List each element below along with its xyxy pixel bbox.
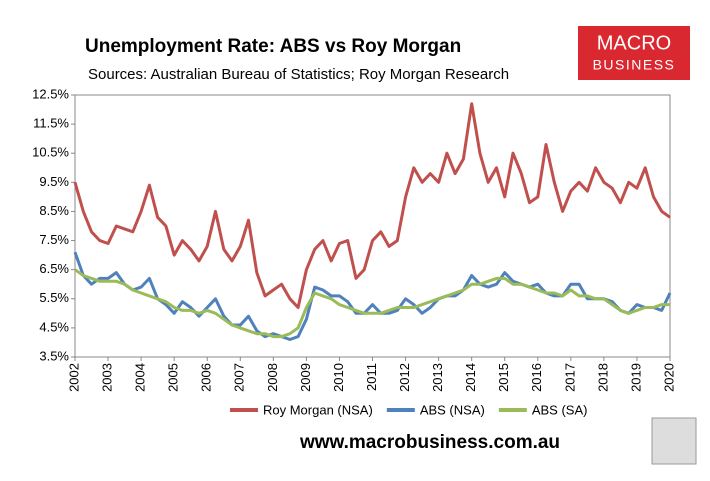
x-tick-label: 2003 (99, 363, 114, 392)
footer: www.macrobusiness.com.au (299, 432, 560, 453)
series-line (73, 102, 671, 309)
y-tick-label: 11.5% (33, 116, 69, 131)
y-tick-label: 6.5% (39, 261, 69, 276)
logo (578, 26, 690, 80)
series-line (74, 268, 670, 339)
logo-icon (651, 417, 697, 465)
x-tick-label: 2018 (595, 363, 610, 392)
chart-title: Unemployment Rate: ABS vs Roy Morgan (85, 36, 461, 57)
x-tick-label: 2017 (562, 363, 577, 392)
legend-label: ABS (NSA) (420, 402, 485, 417)
y-tick-label: 9.5% (39, 174, 69, 189)
y-tick-label: 7.5% (39, 232, 69, 247)
legend-label: ABS (SA) (532, 402, 588, 417)
legend-label: Roy Morgan (NSA) (263, 402, 373, 417)
x-tick-label: 2014 (463, 363, 478, 392)
x-tick-label: 2006 (199, 363, 214, 392)
logo-text: BUSINESS (593, 57, 676, 73)
x-tick-label: 2010 (331, 363, 346, 392)
x-tick-label: 2016 (529, 363, 544, 392)
x-tick-label: 2002 (66, 363, 81, 392)
x-tick-label: 2009 (298, 363, 313, 392)
x-tick-label: 2011 (364, 363, 379, 391)
y-tick-label: 8.5% (39, 203, 69, 218)
x-tick-label: 2005 (166, 363, 181, 392)
logo-text: MACRO (597, 32, 671, 54)
x-tick-label: 2012 (397, 363, 412, 392)
y-tick-label: 5.5% (39, 290, 69, 305)
y-tick-label: 12.5% (32, 86, 69, 101)
x-tick-label: 2013 (430, 363, 445, 392)
x-tick-label: 2015 (496, 363, 511, 392)
x-tick-label: 2004 (133, 363, 148, 392)
chart-subtitle: Sources: Australian Bureau of Statistics… (88, 66, 509, 83)
series-line (73, 251, 672, 341)
x-tick-label: 2020 (661, 363, 676, 392)
y-tick-label: 4.5% (39, 319, 69, 334)
x-tick-label: 2008 (265, 363, 280, 392)
y-tick-label: 10.5% (32, 145, 69, 160)
x-tick-label: 2007 (232, 363, 247, 392)
x-tick-label: 2019 (628, 363, 643, 392)
y-tick-label: 3.5% (39, 348, 69, 363)
